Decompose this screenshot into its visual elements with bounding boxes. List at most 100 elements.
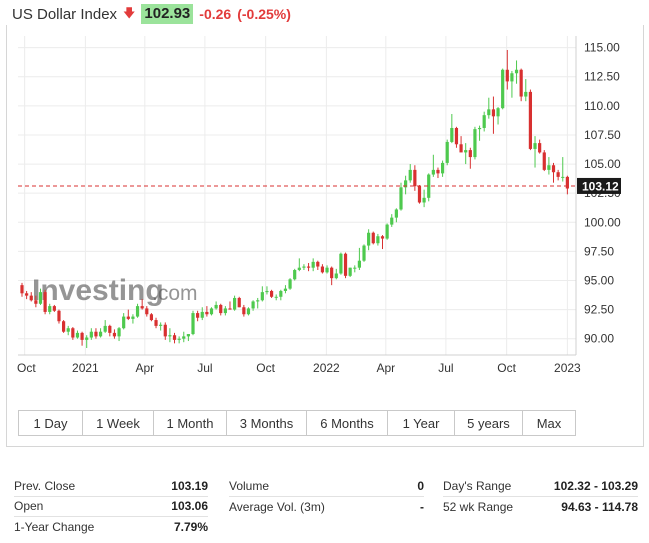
candle-body — [450, 127, 454, 142]
range-button-max[interactable]: Max — [536, 415, 562, 431]
candle-body — [385, 224, 389, 239]
candle-body — [454, 127, 459, 145]
candle-body — [274, 296, 278, 298]
stat-row: 52 wk Range 94.63 - 114.78 — [443, 497, 638, 518]
candle-body — [413, 169, 417, 187]
y-tick-label: 92.50 — [584, 303, 614, 317]
range-button-5-years[interactable]: 5 years — [455, 411, 523, 435]
candle-body — [38, 292, 43, 304]
y-tick-label: 112.50 — [584, 70, 620, 84]
candle-body — [427, 174, 431, 198]
candle-body — [339, 253, 343, 274]
range-button-3-months[interactable]: 3 Months — [227, 411, 307, 435]
x-tick-label: Jul — [197, 361, 212, 375]
candle-body — [191, 313, 195, 335]
candle-body — [25, 293, 29, 296]
candle-body — [108, 325, 112, 333]
range-button-1-month[interactable]: 1 Month — [154, 411, 227, 435]
last-price-label: 103.12 — [582, 179, 619, 193]
price-chart[interactable]: Investing .com 115.00 112.50 110.00 107.50 1… — [0, 0, 649, 400]
candle-body — [265, 290, 269, 293]
candle-body — [353, 267, 357, 269]
x-tick-label: 2021 — [72, 361, 99, 375]
y-tick-label: 105.00 — [584, 157, 621, 171]
candle-body — [505, 69, 509, 82]
candle-body — [246, 308, 251, 315]
stat-value: 7.79% — [173, 520, 208, 535]
x-tick-label: Oct — [256, 361, 275, 375]
candle-body — [269, 290, 274, 297]
quote-header: US Dollar Index 🡇 102.93 -0.26 (-0.25%) — [12, 3, 291, 25]
candle-body — [561, 176, 565, 178]
watermark-brand: Investing — [32, 274, 164, 307]
range-button-6-months[interactable]: 6 Months — [307, 411, 388, 435]
candle-body — [117, 328, 121, 337]
candle-body — [547, 165, 551, 170]
candle-body — [98, 331, 103, 337]
candle-body — [29, 295, 33, 301]
stat-value: 0 — [417, 478, 424, 493]
candle-body — [214, 304, 218, 309]
candle-body — [186, 334, 190, 337]
candle-body — [440, 162, 445, 174]
candle-body — [408, 169, 412, 181]
candle-body — [135, 306, 140, 317]
candle-body — [80, 332, 84, 340]
candle-body — [528, 91, 533, 149]
candle-body — [306, 266, 311, 268]
stat-value: 103.06 — [171, 499, 208, 514]
stat-row: Volume 0 — [229, 476, 424, 497]
candle-body — [422, 197, 426, 203]
candle-body — [131, 316, 135, 319]
candle-body — [501, 69, 505, 109]
candle-body — [182, 336, 186, 339]
candle-body — [519, 69, 523, 97]
chart-panel — [6, 25, 644, 447]
candle-body — [464, 150, 468, 153]
candle-body — [538, 143, 542, 153]
candle-body — [380, 236, 385, 239]
candle-body — [320, 266, 325, 273]
stat-value: 103.19 — [171, 478, 208, 493]
range-button-1-day[interactable]: 1 Day — [19, 411, 83, 435]
stat-label: Day's Range — [443, 478, 512, 493]
stat-label: Prev. Close — [14, 478, 76, 493]
instrument-title: US Dollar Index — [12, 5, 118, 23]
candle-body — [149, 314, 154, 321]
candle-body — [103, 325, 107, 332]
y-axis: 115.00112.50110.00107.50105.00102.50100.… — [584, 41, 621, 346]
candle-body — [376, 236, 380, 244]
candle-body — [533, 143, 537, 149]
candle-body — [477, 127, 482, 130]
candle-body — [159, 324, 163, 326]
range-button-1-year[interactable]: 1 Year — [388, 411, 455, 435]
price-change: -0.26 — [199, 6, 232, 22]
candle-body — [431, 169, 435, 175]
last-price-tag — [577, 177, 621, 194]
candle-body — [279, 290, 283, 297]
stat-label: Volume — [229, 478, 270, 493]
candle-body — [311, 261, 315, 268]
stat-label: Open — [14, 499, 44, 514]
candle-body — [251, 301, 255, 309]
last-price-marker: 103.12 — [18, 177, 621, 194]
x-tick-label: Oct — [497, 361, 516, 375]
x-axis: Oct 2021 Apr Jul Oct 2022 Apr Jul Oct 2023 — [17, 361, 581, 375]
stat-row: Open 103.06 — [14, 497, 208, 517]
candle-body — [325, 267, 329, 273]
x-tick-label: Apr — [135, 361, 154, 375]
candle-body — [357, 260, 361, 268]
stat-label: 1-Year Change — [14, 520, 95, 535]
y-tick-label: 90.00 — [584, 332, 614, 346]
candle-body — [348, 267, 352, 276]
candle-body — [89, 331, 93, 338]
candle-body — [94, 331, 98, 337]
candle-body — [228, 308, 232, 310]
candle-body — [473, 129, 477, 158]
stat-row: Average Vol. (3m) - — [229, 497, 424, 518]
candle-body — [371, 232, 375, 244]
range-button-1-week[interactable]: 1 Week — [83, 411, 154, 435]
x-tick-label: 2022 — [313, 361, 340, 375]
candle-body — [551, 165, 556, 173]
candle-body — [140, 306, 144, 309]
